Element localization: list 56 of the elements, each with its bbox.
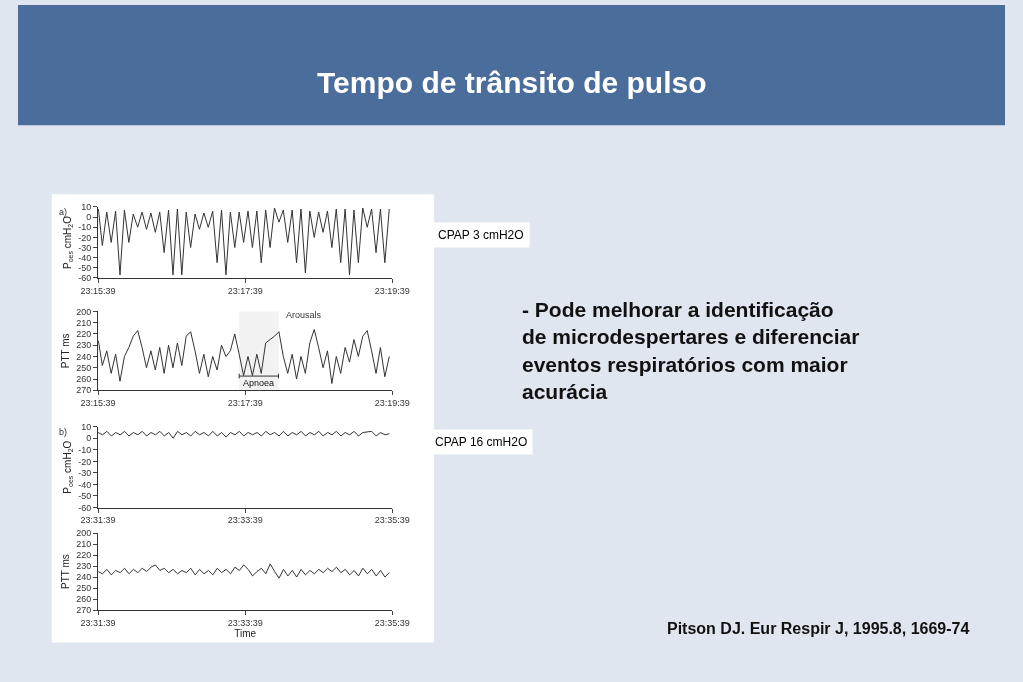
text: - Pode melhorar a identificação de microdespertares e diferenciar eventos respiratórios com maior acurácia	[522, 298, 860, 403]
text: Pitson DJ. Eur Respir J, 1995.8, 1669-74	[667, 620, 970, 637]
y-tick-label: 220	[76, 550, 92, 561]
text: a)	[59, 207, 68, 217]
y-tick-label: 270	[76, 605, 92, 616]
y-tick-label: 240	[76, 351, 92, 362]
y-tick-label: 0	[86, 212, 92, 223]
y-tick-label: 270	[76, 385, 92, 396]
y-tick-label: 210	[76, 539, 92, 550]
y-tick-label: 200	[76, 306, 92, 317]
x-tick-label: 23:31:39	[80, 617, 116, 628]
x-tick-label: 23:19:39	[374, 285, 410, 296]
y-axis-title: PTT ms	[60, 554, 72, 589]
x-tick-label: 23:31:39	[80, 515, 116, 526]
text: CPAP 3 cmH2O	[438, 228, 524, 242]
y-tick-label: -60	[78, 273, 92, 284]
x-tick-label: 23:15:39	[80, 398, 116, 409]
x-tick-label: 23:19:39	[374, 398, 410, 409]
y-axis-title: PTT ms	[60, 333, 72, 369]
y-tick-label: 10	[81, 202, 92, 213]
text: Tempo de trânsito de pulso	[317, 66, 707, 99]
y-tick-label: 260	[76, 594, 92, 605]
y-tick-label: -50	[78, 491, 92, 502]
y-tick-label: -60	[78, 502, 92, 513]
y-tick-label: 240	[76, 572, 92, 583]
y-tick-label: -20	[78, 232, 92, 243]
y-tick-label: 10	[81, 421, 92, 432]
y-tick-label: 250	[76, 583, 92, 594]
band-label: Apnoea	[243, 378, 275, 388]
y-tick-label: 0	[86, 433, 92, 444]
x-tick-label: 23:17:39	[227, 285, 263, 296]
y-tick-label: -10	[78, 444, 92, 455]
y-tick-label: 220	[76, 329, 92, 340]
y-tick-label: 210	[76, 317, 92, 328]
annotation: Arousals	[286, 310, 322, 320]
x-tick-label: 23:35:39	[374, 617, 410, 628]
y-tick-label: -10	[78, 222, 92, 233]
y-tick-label: -40	[78, 479, 92, 490]
y-tick-label: -30	[78, 242, 92, 253]
text: CPAP 16 cmH2O	[435, 435, 528, 449]
y-tick-label: 230	[76, 561, 92, 572]
y-tick-label: -50	[78, 262, 92, 273]
y-tick-label: -20	[78, 456, 92, 467]
x-tick-label: 23:15:39	[80, 285, 116, 296]
y-tick-label: 200	[76, 528, 92, 539]
x-tick-label: 23:33:39	[227, 515, 263, 526]
x-tick-label: 23:35:39	[374, 515, 410, 526]
y-tick-label: 260	[76, 374, 92, 385]
x-tick-label: 23:17:39	[227, 398, 263, 409]
text: b)	[59, 427, 68, 437]
y-tick-label: 250	[76, 362, 92, 373]
y-tick-label: -30	[78, 468, 92, 479]
y-tick-label: 230	[76, 340, 92, 351]
x-axis-title: Time	[234, 627, 257, 639]
x-tick-label: 23:33:39	[227, 617, 263, 628]
y-tick-label: -40	[78, 252, 92, 263]
